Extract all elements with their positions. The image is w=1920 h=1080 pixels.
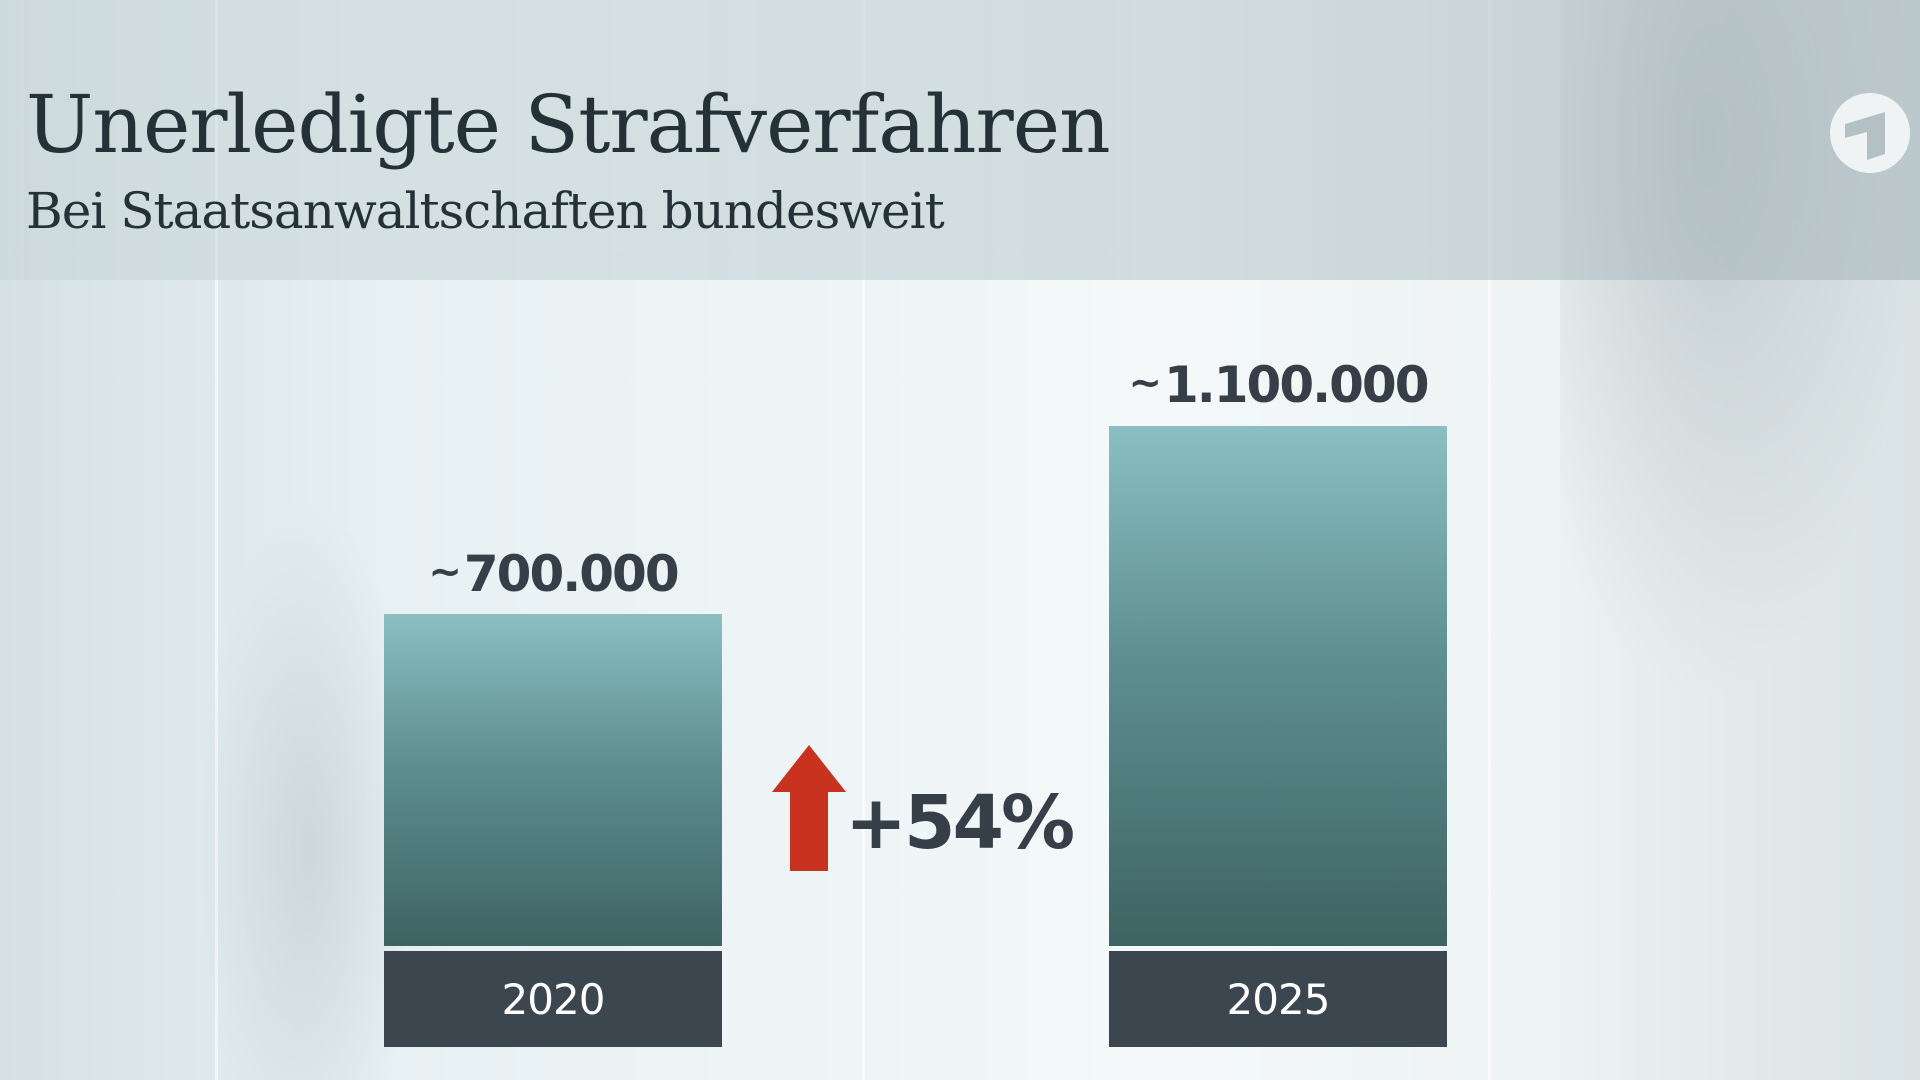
approx-sign: ~ bbox=[1128, 360, 1161, 406]
bar-2020 bbox=[384, 614, 722, 946]
value-text: 700.000 bbox=[463, 545, 680, 603]
year-box-2025: 2025 bbox=[1109, 951, 1447, 1047]
approx-sign: ~ bbox=[428, 549, 461, 595]
header-band bbox=[0, 0, 1920, 280]
bar-value-2020: ~700.000 bbox=[303, 545, 803, 603]
chart-subtitle: Bei Staatsanwaltschaften bundesweit bbox=[26, 182, 945, 240]
year-label: 2020 bbox=[501, 974, 606, 1024]
change-percentage: +54% bbox=[845, 780, 1075, 866]
year-label: 2025 bbox=[1226, 974, 1331, 1024]
value-text: 1.100.000 bbox=[1163, 356, 1430, 414]
year-box-2020: 2020 bbox=[384, 951, 722, 1047]
bar-value-2025: ~1.100.000 bbox=[1028, 356, 1528, 414]
das-erste-logo-icon bbox=[1830, 93, 1910, 173]
chart-title: Unerledigte Strafverfahren bbox=[26, 78, 1111, 171]
arrow-up-icon bbox=[772, 745, 846, 871]
bar-2025 bbox=[1109, 426, 1447, 946]
